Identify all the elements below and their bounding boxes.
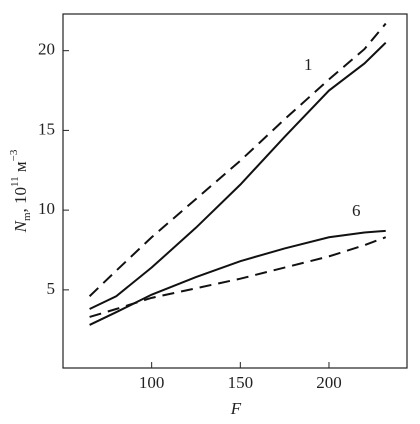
y-tick-label: 15	[38, 119, 55, 138]
line-series	[89, 229, 386, 326]
y-label-part: 11	[9, 176, 21, 187]
y-tick-label: 10	[38, 199, 55, 218]
y-label-part: N	[11, 219, 30, 233]
x-tick-label: 200	[316, 373, 342, 392]
x-tick-label: 150	[228, 373, 254, 392]
annotation: 6	[352, 201, 361, 220]
line-series	[89, 236, 387, 318]
x-tick-label: 100	[139, 373, 165, 392]
line-series	[88, 22, 387, 297]
y-axis-label: Nm, 1011 м−3	[8, 149, 33, 233]
y-tick-label: 20	[38, 40, 55, 59]
annotation: 1	[304, 55, 313, 74]
y-label-part: м	[11, 161, 30, 176]
line-series	[89, 41, 387, 310]
plot-frame	[62, 13, 408, 369]
y-tick-label: 5	[47, 279, 56, 298]
y-label-part: −3	[8, 149, 20, 161]
x-axis-label: F	[230, 399, 242, 418]
y-label-part: , 10	[11, 187, 30, 213]
y-label-part: m	[21, 212, 33, 221]
